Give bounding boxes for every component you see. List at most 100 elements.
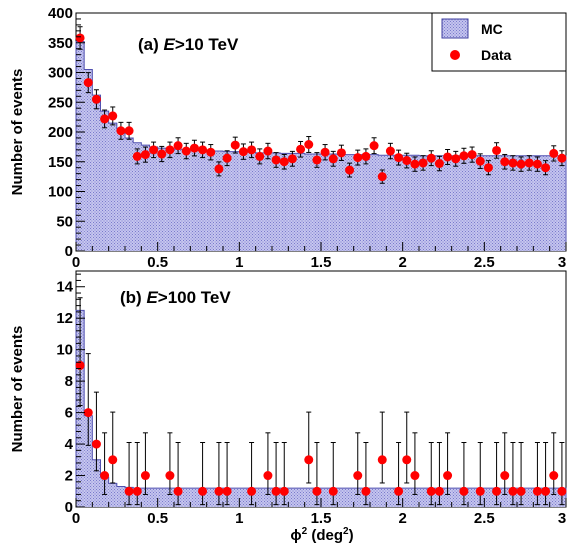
mc-bar <box>468 488 477 507</box>
mc-histogram-a <box>75 41 567 252</box>
data-point <box>124 126 134 136</box>
data-point <box>459 486 469 496</box>
mc-bar <box>549 488 558 507</box>
mc-bar <box>321 488 330 507</box>
data-point <box>222 153 232 163</box>
mc-bar <box>174 149 183 251</box>
data-point <box>508 158 518 168</box>
y-tick-label: 350 <box>48 35 73 52</box>
mc-bar <box>133 142 142 251</box>
data-point <box>304 455 314 465</box>
mc-bar <box>386 488 395 507</box>
y-tick-label: 2 <box>65 468 73 485</box>
data-point <box>108 111 118 121</box>
data-point <box>279 157 289 167</box>
data-point <box>263 146 273 156</box>
mc-bar <box>190 488 199 507</box>
data-point <box>557 486 567 496</box>
data-point <box>483 163 493 173</box>
data-point <box>247 145 257 155</box>
data-point <box>181 146 191 156</box>
data-point <box>500 157 510 167</box>
mc-bar <box>149 488 158 507</box>
y-tick-label: 150 <box>48 154 73 171</box>
data-point <box>91 94 101 104</box>
data-point <box>304 139 314 149</box>
mc-bar <box>255 488 264 507</box>
mc-bar <box>500 155 509 251</box>
mc-bar <box>263 488 272 507</box>
mc-bar <box>386 155 395 251</box>
y-tick-label: 300 <box>48 65 73 82</box>
data-point <box>149 145 159 155</box>
mc-outline <box>75 309 567 507</box>
data-point <box>230 140 240 150</box>
mc-bar <box>223 151 232 251</box>
x-tick-label: 1 <box>235 510 243 527</box>
mc-bar <box>353 488 362 507</box>
data-point <box>75 33 85 43</box>
mc-bar <box>337 154 346 251</box>
data-point <box>214 486 224 496</box>
mc-bar <box>337 488 346 507</box>
mc-bar <box>410 155 419 251</box>
mc-bar <box>100 111 109 251</box>
data-point <box>75 360 85 370</box>
mc-bar <box>198 150 207 251</box>
data-point <box>402 455 412 465</box>
data-point <box>100 471 110 481</box>
mc-bar <box>394 155 403 251</box>
data-point <box>353 471 363 481</box>
mc-bar <box>419 488 428 507</box>
mc-bar <box>541 155 550 251</box>
data-point <box>500 471 510 481</box>
mc-bar <box>353 154 362 251</box>
y-tick-label: 6 <box>65 405 73 422</box>
mc-bar <box>149 146 158 251</box>
x-tick-label: 1 <box>235 254 243 271</box>
data-point <box>238 147 248 157</box>
data-point <box>549 471 559 481</box>
mc-bar <box>296 488 305 507</box>
data-point <box>475 156 485 166</box>
data-point <box>443 152 453 162</box>
mc-bar <box>468 155 477 251</box>
data-point <box>124 486 134 496</box>
legend-data-label: Data <box>481 47 512 63</box>
x-tick-label: 2.5 <box>474 254 495 271</box>
mc-bar <box>108 483 117 507</box>
data-point <box>492 145 502 155</box>
mc-bar <box>288 153 297 251</box>
mc-bar <box>345 154 354 251</box>
data-point <box>492 486 502 496</box>
y-tick-label: 12 <box>56 310 73 327</box>
x-tick-label: 0 <box>72 510 80 527</box>
mc-bar <box>182 488 191 507</box>
mc-bar <box>321 154 330 251</box>
data-point <box>524 158 534 168</box>
mc-bar <box>533 155 542 251</box>
mc-bar <box>280 153 289 251</box>
data-point <box>377 172 387 182</box>
data-point <box>385 146 395 156</box>
legend-mc-label: MC <box>481 21 503 37</box>
mc-bar <box>206 488 215 507</box>
mc-bar <box>239 488 248 507</box>
data-point <box>271 155 281 165</box>
y-tick-label: 4 <box>65 436 74 453</box>
data-point <box>320 147 330 157</box>
data-point <box>116 126 126 136</box>
mc-bar <box>419 155 428 251</box>
data-point <box>377 455 387 465</box>
mc-bar <box>92 95 101 251</box>
panel-a: 0 0.5 1 1.5 2 2.5 3 0 50 100 150 200 250 300 350 400 (… <box>9 5 567 271</box>
mc-bar <box>517 155 526 251</box>
mc-bar <box>141 488 150 507</box>
data-points-a <box>75 26 567 184</box>
data-point <box>516 486 526 496</box>
mc-bar <box>459 155 468 251</box>
data-point <box>157 149 167 159</box>
data-point <box>361 486 371 496</box>
mc-bar <box>288 488 297 507</box>
y-axis-title-a: Number of events <box>9 69 26 196</box>
